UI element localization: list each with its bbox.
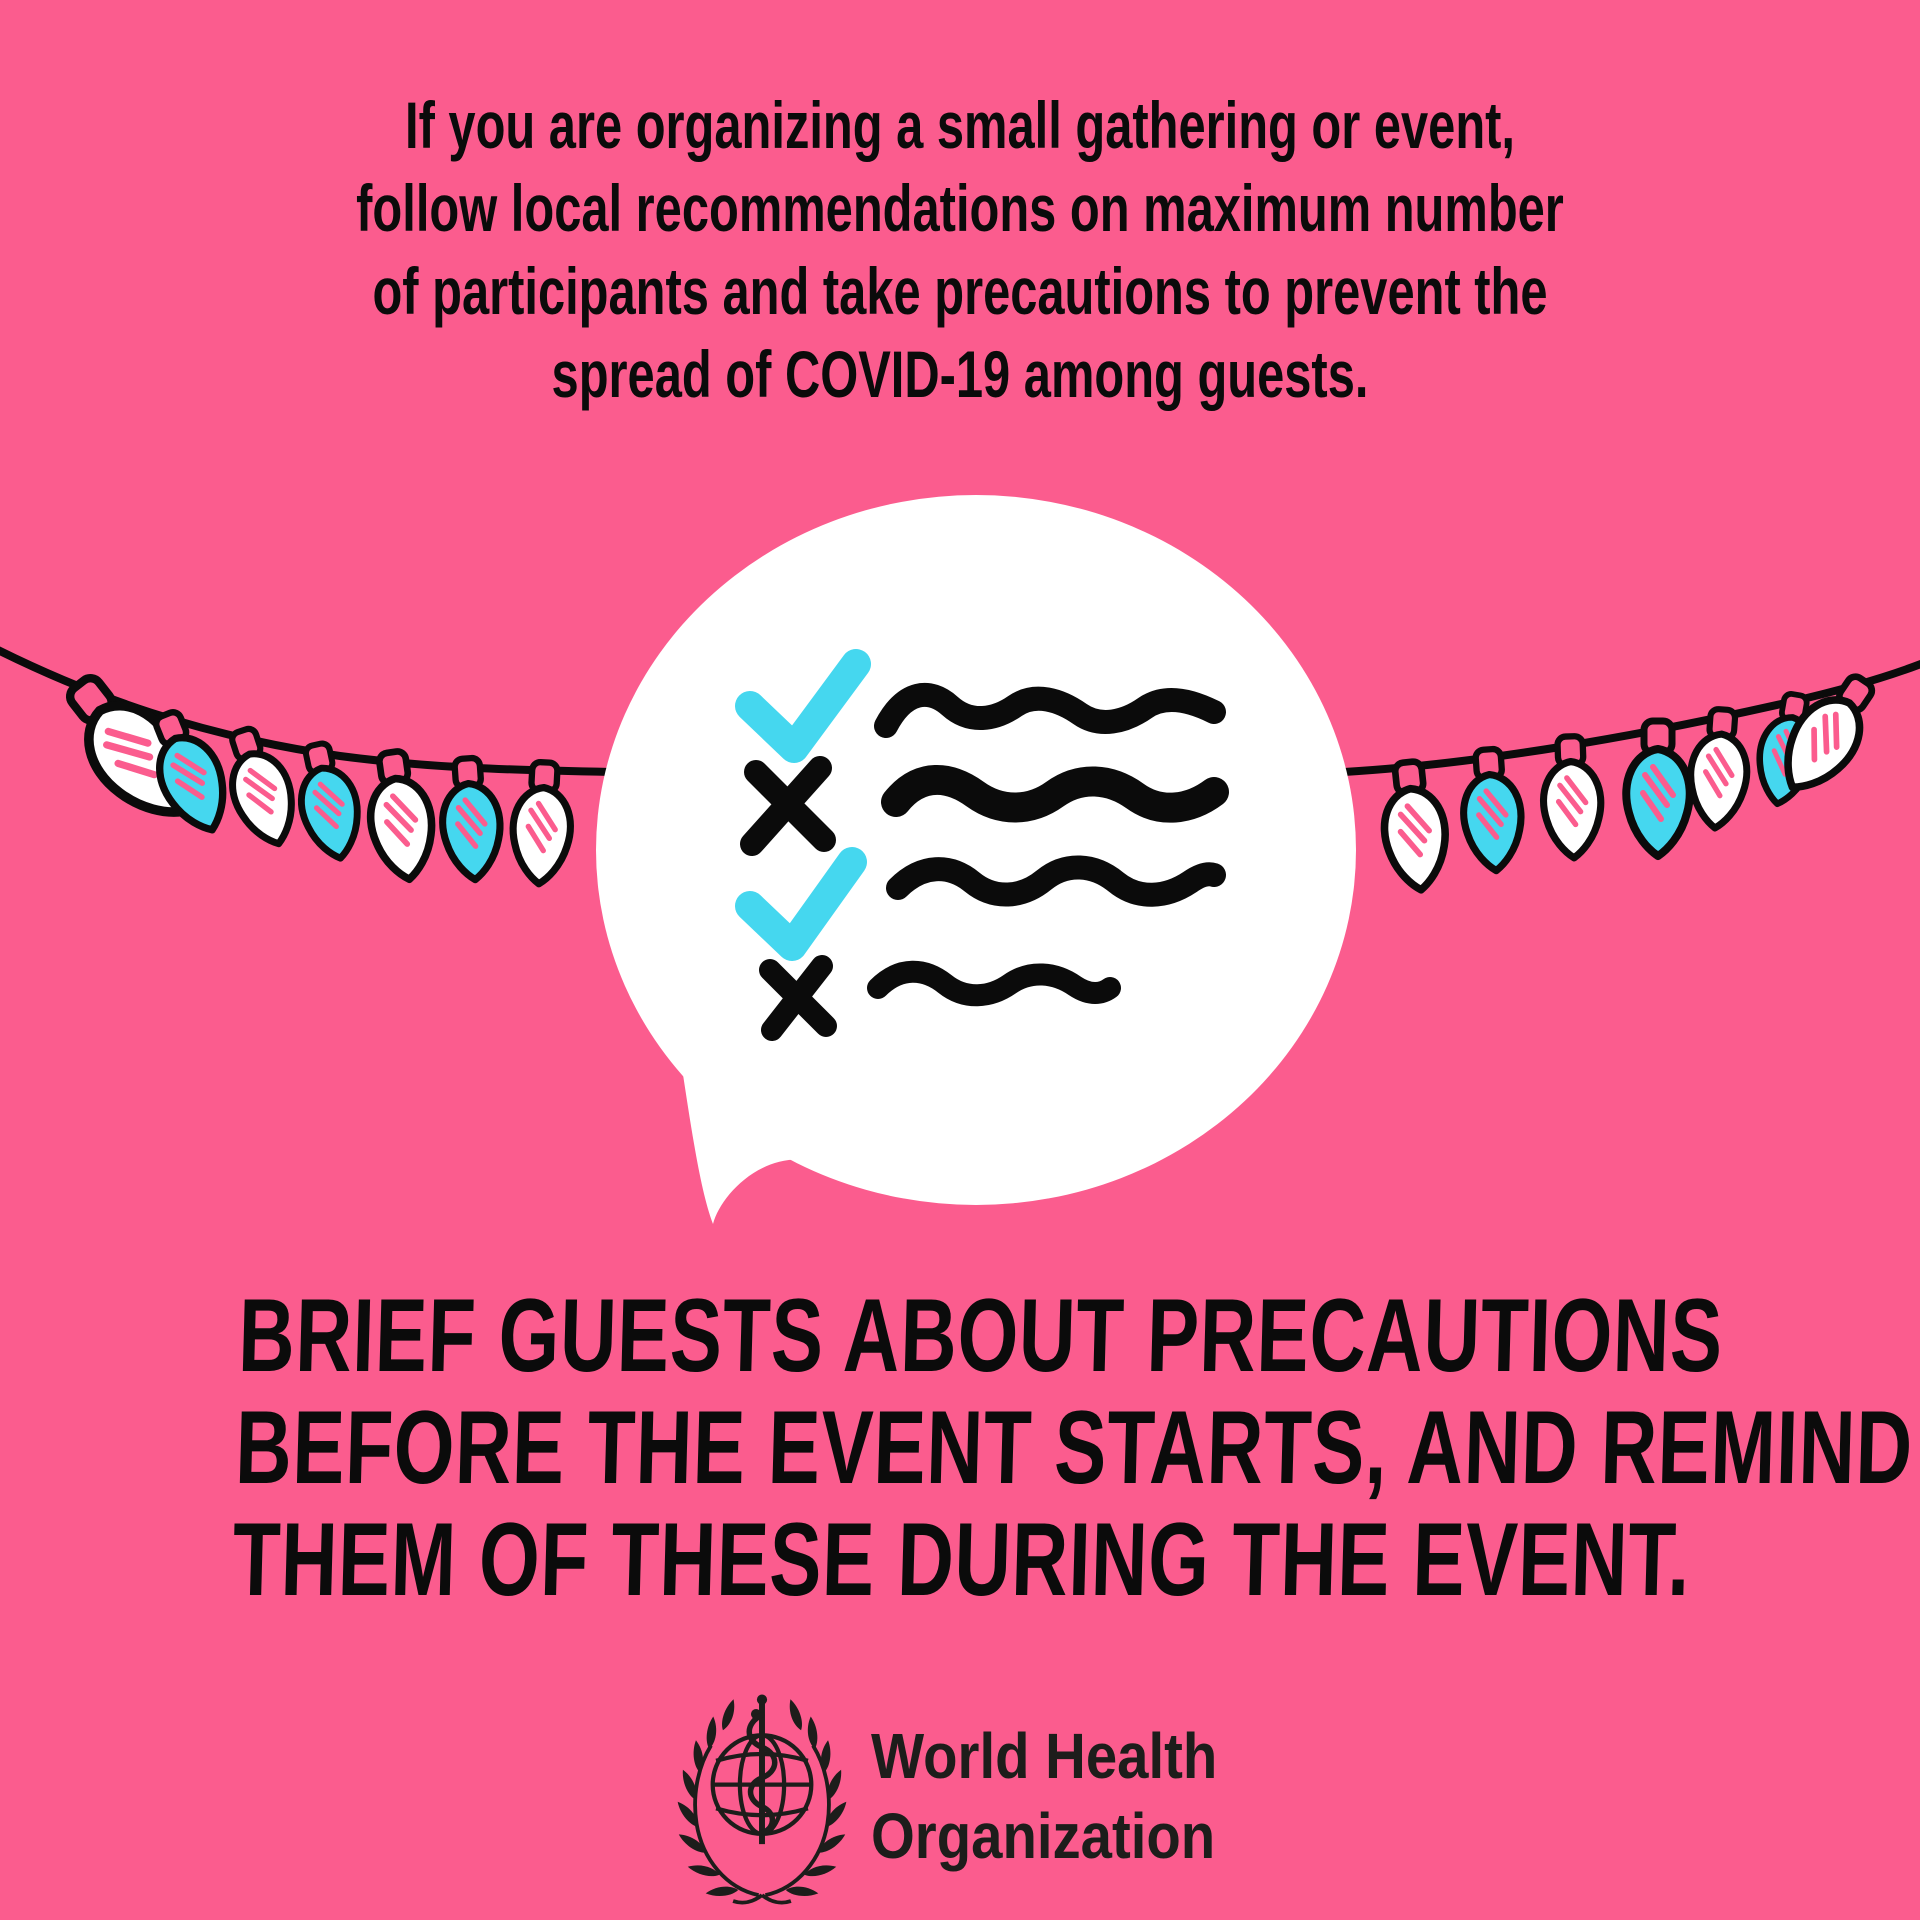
scribble-line: [874, 682, 1226, 738]
headline-line: BRIEF GUESTS ABOUT PRECAUTIONS: [237, 1278, 1725, 1394]
scribble-line: [867, 960, 1121, 1007]
light-bulb: [298, 740, 361, 862]
intro-line: If you are organizing a small gathering …: [405, 88, 1515, 162]
light-bulb: [229, 725, 295, 848]
light-bulb: [1784, 673, 1876, 791]
cross-icon: [759, 955, 837, 1041]
light-bulb: [1539, 733, 1605, 862]
light-bulb: [1687, 706, 1751, 832]
checklist-row: [740, 756, 1229, 856]
checklist-row: [735, 847, 1226, 961]
intro-paragraph: If you are organizing a small gathering …: [250, 84, 1671, 416]
scribble-line: [881, 765, 1229, 823]
who-logo-line: Organization: [871, 1800, 1216, 1872]
intro-line: spread of COVID-19 among guests.: [551, 337, 1369, 411]
checklist-row: [735, 649, 1226, 763]
light-bulb: [1622, 717, 1694, 860]
checklist-row: [759, 955, 1121, 1041]
intro-line: of participants and take precautions to …: [372, 254, 1548, 328]
scribble-line: [886, 855, 1226, 907]
intro-line: follow local recommendations on maximum …: [356, 171, 1564, 245]
speech-bubble-tail: [682, 1068, 808, 1224]
headline-line: BEFORE THE EVENT STARTS, AND REMIND: [234, 1390, 1915, 1506]
check-icon: [735, 847, 867, 961]
string-lights-right: [1340, 660, 1920, 894]
light-bulb: [366, 748, 436, 884]
who-logo-text: World Health Organization: [871, 1716, 1217, 1876]
string-lights-left: [0, 646, 616, 888]
light-bulb: [439, 754, 504, 884]
check-icon: [735, 649, 871, 763]
headline-text: BRIEF GUESTS ABOUT PRECAUTIONS BEFORE TH…: [231, 1278, 1915, 1618]
headline-line: THEM OF THESE DURING THE EVENT.: [231, 1502, 1692, 1618]
light-bulb: [1460, 745, 1525, 875]
speech-bubble: [596, 495, 1356, 1224]
light-bulb: [1380, 758, 1449, 894]
light-bulb: [152, 709, 227, 834]
laurel-wreath: [677, 1697, 847, 1905]
checklist: [735, 649, 1229, 1041]
cross-icon: [740, 756, 836, 856]
who-logo-line: World Health: [871, 1720, 1218, 1792]
who-emblem-icon: [677, 1694, 847, 1905]
light-bulb: [509, 759, 574, 888]
